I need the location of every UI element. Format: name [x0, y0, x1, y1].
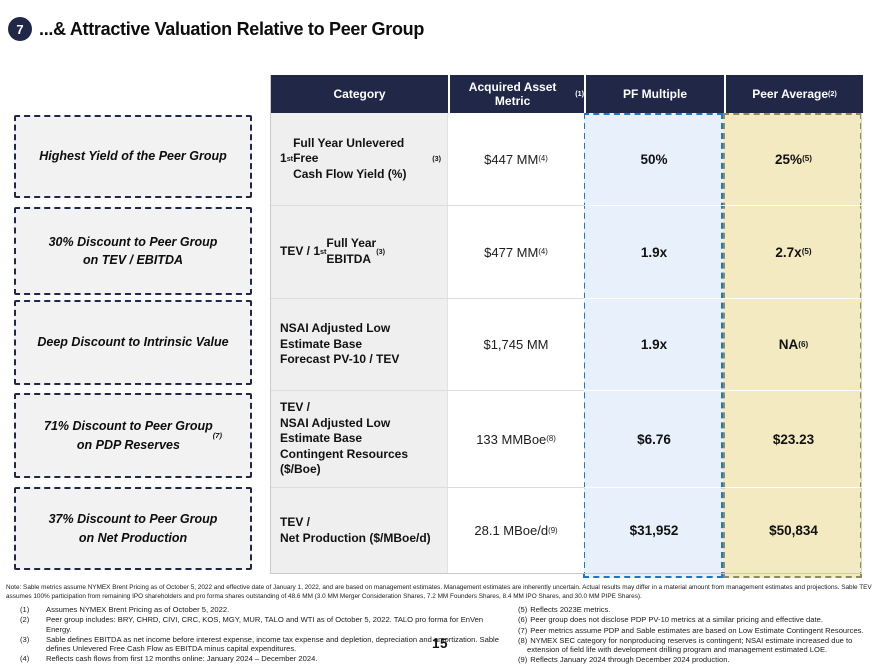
table-row-pv10-tev: NSAI Adjusted Low Estimate Base Forecast…	[271, 298, 863, 390]
callout-intrinsic-value-discount: Deep Discount to Intrinsic Value	[14, 300, 252, 385]
row-peer-average: NA (6)	[724, 298, 863, 390]
footnote-7: (7) Peer metrics assume PDP and Sable est…	[518, 626, 876, 635]
footnote-number: (1)	[20, 605, 30, 614]
callout-net-production-discount: 37% Discount to Peer Group on Net Produc…	[14, 487, 252, 570]
row-pf-multiple: $31,952	[584, 487, 724, 573]
row-peer-average: $50,834	[724, 487, 863, 573]
table-row-net-production: TEV / Net Production ($/MBoe/d) 28.1 MBo…	[271, 487, 863, 573]
header-pf-multiple: PF Multiple	[584, 75, 724, 113]
row-peer-average: 2.7x (5)	[724, 205, 863, 298]
row-metric: $1,745 MM	[448, 298, 584, 390]
footnote-text: Peer group includes: BRY, CHRD, CIVI, CR…	[46, 615, 484, 634]
row-category: NSAI Adjusted Low Estimate Base Forecast…	[271, 298, 448, 390]
footnote-text: Reflects cash flows from first 12 months…	[46, 654, 318, 664]
footnote-text: NYMEX SEC category for nonproducing rese…	[527, 635, 853, 654]
footnote-general-note: Note: Sable metrics assume NYMEX Brent P…	[6, 584, 872, 600]
footnote-text: Peer group does not disclose PDP PV-10 m…	[530, 615, 823, 625]
page-title: ...& Attractive Valuation Relative to Pe…	[39, 19, 425, 39]
header-acquired-asset-metric: Acquired Asset Metric (1)	[448, 75, 584, 113]
valuation-table: Category Acquired Asset Metric (1) PF Mu…	[270, 75, 863, 574]
footnote-text: Reflects 2023E metrics.	[530, 605, 611, 614]
table-header-row: Category Acquired Asset Metric (1) PF Mu…	[271, 75, 863, 113]
pf-multiple-column-highlight	[583, 113, 723, 578]
header-category: Category	[271, 75, 448, 113]
footnote-6: (6) Peer group does not disclose PDP PV-1…	[518, 615, 876, 624]
row-metric: $477 MM (4)	[448, 205, 584, 298]
footnote-text: Assumes NYMEX Brent Pricing as of Octobe…	[46, 605, 230, 614]
footnote-3: (3) Sable defines EBITDA as net income b…	[20, 635, 506, 654]
footnote-number: (3)	[20, 634, 30, 644]
footnote-number: (2)	[20, 615, 30, 625]
row-category: TEV / Net Production ($/MBoe/d)	[271, 487, 448, 573]
page-number: 15	[431, 636, 449, 651]
header-peer-average: Peer Average (2)	[724, 75, 863, 113]
callout-highest-yield: Highest Yield of the Peer Group	[14, 115, 252, 198]
footnote-number: (7)	[518, 625, 528, 635]
footnote-number: (4)	[20, 654, 30, 664]
footnote-1: (1) Assumes NYMEX Brent Pricing as of Oc…	[20, 605, 506, 614]
row-pf-multiple: 1.9x	[584, 205, 724, 298]
row-peer-average: $23.23	[724, 390, 863, 487]
footnote-2: (2) Peer group includes: BRY, CHRD, CIVI…	[20, 615, 506, 634]
row-metric: 28.1 MBoe/d (9)	[448, 487, 584, 573]
footnote-text: Peer metrics assume PDP and Sable estima…	[530, 625, 864, 635]
peer-average-column-highlight	[723, 113, 862, 578]
callout-tev-ebitda-discount: 30% Discount to Peer Group on TEV / EBIT…	[14, 207, 252, 295]
row-pf-multiple: 1.9x	[584, 298, 724, 390]
slide-number-badge: 7	[8, 17, 32, 41]
row-metric: 133 MMBoe (8)	[448, 390, 584, 487]
footnote-8: (8) NYMEX SEC category for nonproducing r…	[518, 636, 876, 655]
row-peer-average: 25% (5)	[775, 151, 812, 167]
footnote-number: (5)	[518, 605, 528, 614]
footnote-5: (5) Reflects 2023E metrics.	[518, 605, 876, 614]
table-row-contingent-resources: TEV / NSAI Adjusted Low Estimate Base Co…	[271, 390, 863, 487]
row-category: TEV / NSAI Adjusted Low Estimate Base Co…	[271, 390, 448, 487]
footnote-number: (8)	[518, 635, 528, 645]
row-metric: $447 MM (4)	[448, 113, 584, 205]
callout-pdp-reserves-discount: 71% Discount to Peer Group on PDP Reserv…	[14, 393, 252, 478]
footnote-text: Sable defines EBITDA as net income befor…	[46, 634, 499, 653]
footnote-number: (6)	[518, 615, 528, 625]
row-pf-multiple: 50%	[640, 151, 668, 167]
footnotes-left-column: (1) Assumes NYMEX Brent Pricing as of Oc…	[20, 605, 506, 665]
footnote-4: (4) Reflects cash flows from first 12 mo…	[20, 654, 506, 663]
row-pf-multiple: $6.76	[584, 390, 724, 487]
